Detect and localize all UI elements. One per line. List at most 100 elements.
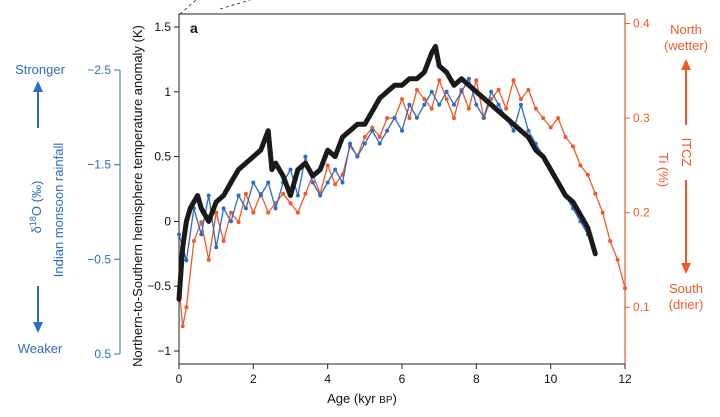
data-point-ti xyxy=(556,116,561,121)
data-point-ti xyxy=(563,135,568,139)
right-axis-tick-label: 0.3 xyxy=(633,111,650,125)
x-axis-tick-label: 10 xyxy=(544,372,558,386)
x-axis-label: Age (kyr BP) xyxy=(327,391,397,406)
data-point-monsoon xyxy=(437,102,442,107)
south-label: South xyxy=(669,281,703,296)
data-point-monsoon xyxy=(400,128,404,133)
zoom-connector-line xyxy=(219,0,251,10)
data-point-ti xyxy=(180,324,185,329)
right-axis-tick-label: 0.2 xyxy=(633,206,650,220)
data-point-monsoon xyxy=(481,115,486,120)
data-point-ti xyxy=(414,87,419,92)
data-point-ti xyxy=(518,97,523,102)
data-point-ti xyxy=(281,191,286,196)
data-point-monsoon xyxy=(474,102,479,107)
data-point-ti xyxy=(444,97,449,102)
data-point-ti xyxy=(437,78,442,83)
data-point-monsoon xyxy=(266,180,271,185)
x-axis-tick-label: 6 xyxy=(399,372,406,386)
data-point-monsoon xyxy=(466,76,471,81)
data-point-ti xyxy=(571,144,575,149)
data-point-monsoon xyxy=(177,232,181,237)
data-point-monsoon xyxy=(325,180,330,185)
data-point-ti xyxy=(377,135,382,139)
data-point-ti xyxy=(600,210,605,215)
data-point-monsoon xyxy=(288,167,293,172)
data-point-ti xyxy=(191,239,196,243)
left-axis-label: Northern-to-Southern hemisphere temperat… xyxy=(130,25,145,367)
data-point-monsoon xyxy=(243,206,248,211)
data-point-ti xyxy=(474,78,479,83)
data-point-monsoon xyxy=(452,102,456,107)
data-point-ti xyxy=(585,172,590,177)
data-point-monsoon xyxy=(355,154,360,159)
data-point-monsoon xyxy=(340,180,345,185)
zoom-connector-line xyxy=(179,0,197,15)
data-point-monsoon xyxy=(229,219,233,224)
data-point-monsoon xyxy=(295,193,300,198)
d18o-axis-tick-label: −2.5 xyxy=(87,63,111,77)
data-point-ti xyxy=(422,97,427,102)
d18o-axis-tick-label: −0.5 xyxy=(87,252,111,266)
data-point-ti xyxy=(199,220,204,225)
left-axis-tick-label: 1 xyxy=(164,85,171,99)
data-point-monsoon xyxy=(199,232,204,237)
series-line-temperature xyxy=(176,43,598,302)
data-point-ti xyxy=(385,116,390,121)
data-point-monsoon xyxy=(303,154,308,159)
data-point-ti xyxy=(511,78,516,83)
data-point-ti xyxy=(229,210,233,215)
data-point-ti xyxy=(504,106,509,111)
data-point-ti xyxy=(615,257,620,262)
data-point-ti xyxy=(243,191,248,196)
weaker-label: Weaker xyxy=(18,341,63,356)
d18o-axis-title: Indian monsoon rainfall xyxy=(51,143,66,278)
data-point-monsoon xyxy=(392,115,397,120)
right-axis-label: Ti (%) xyxy=(656,153,671,187)
data-point-monsoon xyxy=(214,245,219,250)
data-point-ti xyxy=(489,97,494,102)
south-drier-label: (drier) xyxy=(669,297,704,312)
data-point-ti xyxy=(548,125,553,130)
x-axis-tick-label: 0 xyxy=(176,372,183,386)
data-point-ti xyxy=(466,106,471,111)
data-point-ti xyxy=(578,163,583,168)
data-point-ti xyxy=(452,116,456,121)
data-point-monsoon xyxy=(273,206,278,211)
data-point-monsoon xyxy=(333,167,338,172)
left-axis-tick-label: 0 xyxy=(164,214,171,228)
data-point-monsoon xyxy=(489,89,494,94)
data-point-monsoon xyxy=(318,193,323,198)
data-point-monsoon xyxy=(429,89,434,94)
data-point-monsoon xyxy=(459,89,464,94)
data-point-ti xyxy=(251,210,256,215)
data-point-ti xyxy=(221,239,226,243)
itcz-label: ITCZ xyxy=(679,138,694,167)
d18o-axis-tick-label: −1.5 xyxy=(87,158,111,172)
data-point-monsoon xyxy=(310,180,315,185)
data-point-ti xyxy=(236,220,241,225)
right-axis-tick-label: 0.1 xyxy=(633,300,650,314)
data-point-monsoon xyxy=(258,193,263,198)
data-point-ti xyxy=(206,257,211,262)
data-point-ti xyxy=(593,191,598,196)
data-point-ti xyxy=(407,116,412,121)
left-axis-tick-label: −0.5 xyxy=(147,279,171,293)
data-point-monsoon xyxy=(385,128,390,133)
data-point-ti xyxy=(288,201,293,206)
data-point-ti xyxy=(541,116,546,121)
data-point-monsoon xyxy=(221,206,226,211)
data-point-ti xyxy=(325,163,330,168)
data-point-ti xyxy=(608,239,613,243)
right-axis: 0.4 0.3 0.2 0.1 xyxy=(624,14,650,364)
south-arrow-head xyxy=(681,263,691,274)
series-line-ti xyxy=(178,79,626,327)
data-point-ti xyxy=(333,182,338,187)
left-axis-tick-label: 1.5 xyxy=(154,20,171,34)
data-point-ti xyxy=(362,135,367,139)
data-point-ti xyxy=(303,191,308,196)
data-point-monsoon xyxy=(206,193,211,198)
data-point-ti xyxy=(496,87,501,92)
data-point-monsoon xyxy=(362,141,367,146)
